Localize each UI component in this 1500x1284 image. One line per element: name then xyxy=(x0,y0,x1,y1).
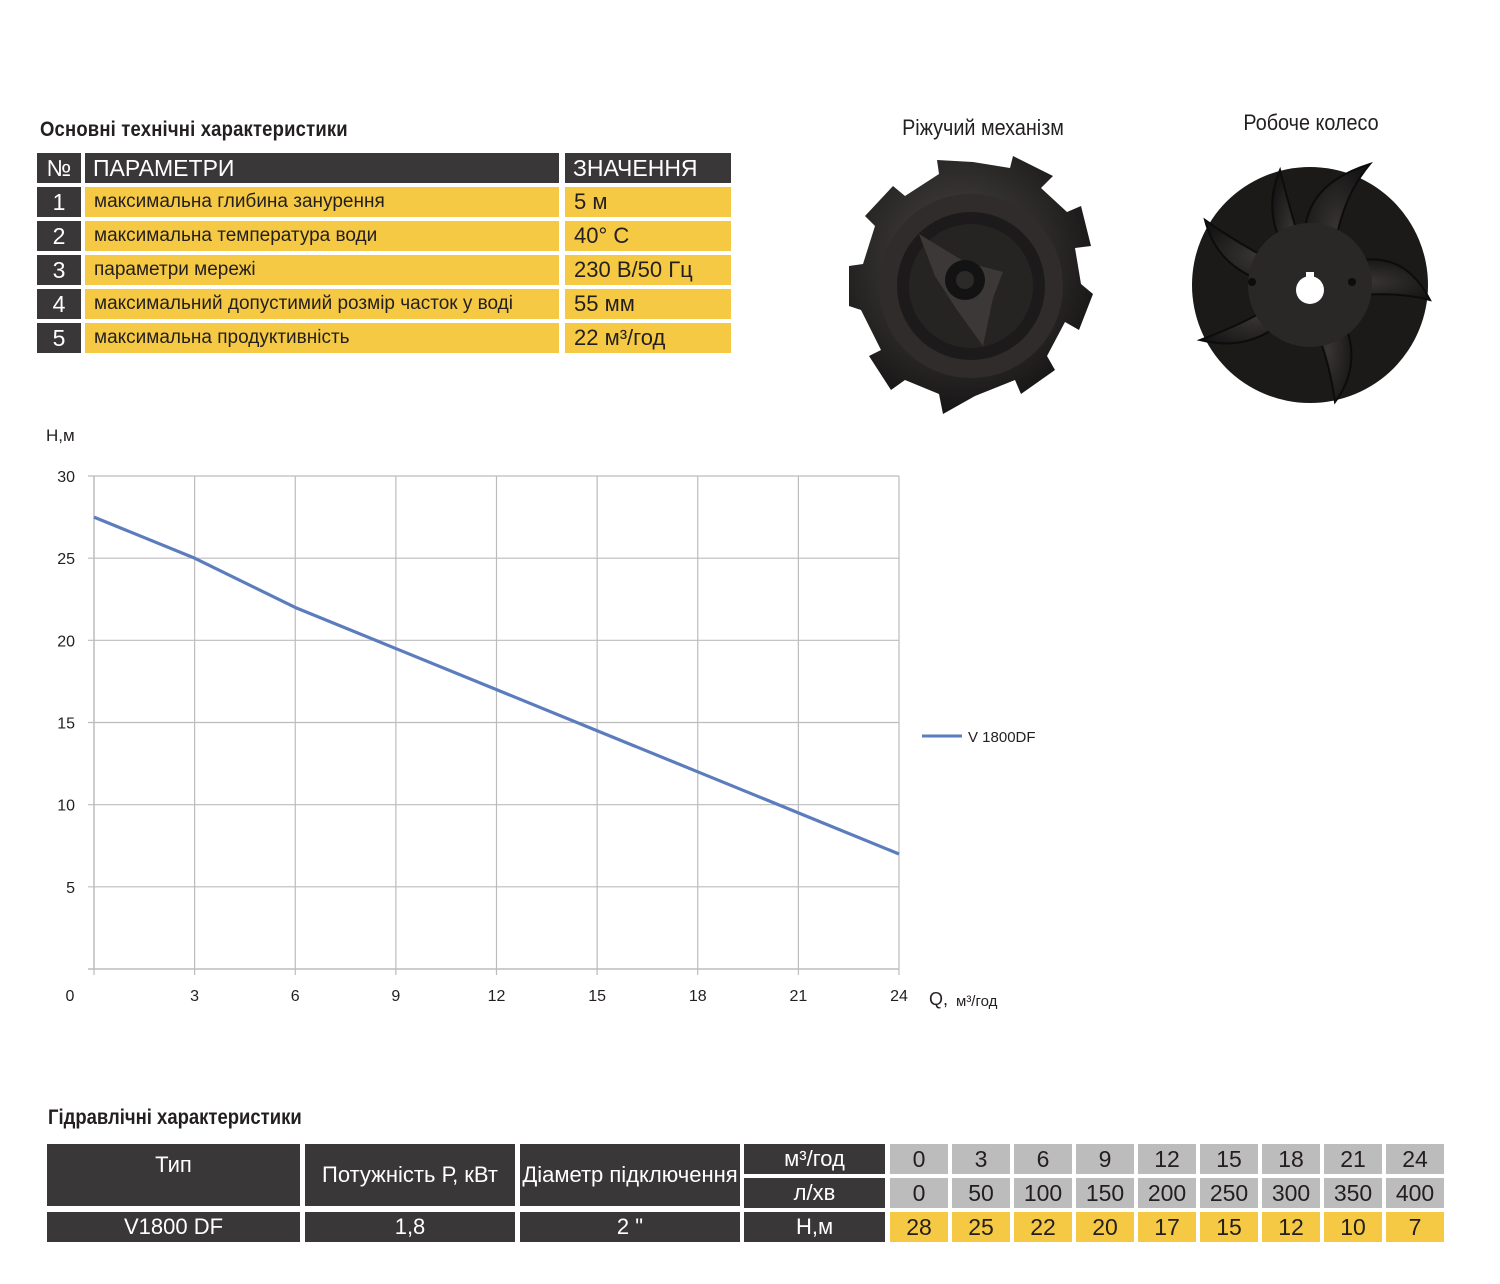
hyd-lmin-cell: 400 xyxy=(1386,1178,1444,1208)
y-tick-label: 25 xyxy=(57,551,75,568)
hyd-m3h-cell: 6 xyxy=(1014,1144,1072,1174)
x-tick-label: 12 xyxy=(488,988,506,1005)
hyd-m3h-cell: 0 xyxy=(890,1144,948,1174)
hyd-head-cell: 7 xyxy=(1386,1212,1444,1242)
spec-row-num: 1 xyxy=(37,187,81,217)
y-tick-label: 10 xyxy=(57,798,75,815)
cutter-mechanism-image xyxy=(849,156,1093,414)
hyd-lmin-cell: 300 xyxy=(1262,1178,1320,1208)
chart-axes xyxy=(88,476,899,975)
x-tick-label: 21 xyxy=(789,988,807,1005)
spec-header-num: № xyxy=(37,153,81,183)
hyd-m3h-cell: 12 xyxy=(1138,1144,1196,1174)
y-tick-label: 5 xyxy=(66,880,75,897)
hyd-row-power: 1,8 xyxy=(305,1212,515,1242)
x-tick-label: 9 xyxy=(391,988,400,1005)
chart-legend: V 1800DF xyxy=(922,729,1036,746)
pump-curve-chart: 5 10 15 20 25 30 3 6 9 12 15 18 21 24 Н,м 0 Q, м³/год… xyxy=(46,426,1036,1010)
legend-label: V 1800DF xyxy=(968,729,1036,746)
hyd-head-cell: 12 xyxy=(1262,1212,1320,1242)
hyd-m3h-cell: 24 xyxy=(1386,1144,1444,1174)
x-tick-label: 15 xyxy=(588,988,606,1005)
hyd-m3h-cell: 9 xyxy=(1076,1144,1134,1174)
spec-row-value: 55 мм xyxy=(565,289,731,319)
hyd-m3h-cell: 21 xyxy=(1324,1144,1382,1174)
hyd-head-cell: 22 xyxy=(1014,1212,1072,1242)
hyd-lmin-cell: 50 xyxy=(952,1178,1010,1208)
chart-origin-label: 0 xyxy=(66,988,75,1005)
spec-row-param: параметри мережі xyxy=(85,255,559,285)
spec-row-param: максимальна продуктивність xyxy=(85,323,559,353)
hyd-row-type: V1800 DF xyxy=(47,1212,300,1242)
x-tick-label: 3 xyxy=(190,988,199,1005)
spec-header-param: ПАРАМЕТРИ xyxy=(85,153,559,183)
spec-row-param: максимальна глибина занурення xyxy=(85,187,559,217)
spec-row-num: 4 xyxy=(37,289,81,319)
hyd-unit-m3h: м³/год xyxy=(744,1144,885,1174)
hyd-lmin-cell: 200 xyxy=(1138,1178,1196,1208)
hyd-lmin-cell: 250 xyxy=(1200,1178,1258,1208)
hyd-header-power: Потужність Р, кВт xyxy=(305,1144,515,1206)
spec-row-num: 5 xyxy=(37,323,81,353)
impeller-label: Робоче колесо xyxy=(1243,110,1379,135)
x-tick-label: 18 xyxy=(689,988,707,1005)
spec-row-num: 2 xyxy=(37,221,81,251)
cutter-label: Ріжучий механізм xyxy=(902,115,1064,140)
spec-title: Основні технічні характеристики xyxy=(40,118,348,141)
hyd-lmin-cell: 150 xyxy=(1076,1178,1134,1208)
y-tick-label: 15 xyxy=(57,716,75,733)
chart-ticks: 5 10 15 20 25 30 3 6 9 12 15 18 21 24 xyxy=(57,469,908,1005)
spec-row-num: 3 xyxy=(37,255,81,285)
chart-xlabel: Q, xyxy=(929,989,948,1009)
spec-row-param: максимальний допустимий розмір часток у … xyxy=(85,289,559,319)
hyd-unit-head: Н,м xyxy=(744,1212,885,1242)
x-tick-label: 6 xyxy=(291,988,300,1005)
hyd-head-cell: 15 xyxy=(1200,1212,1258,1242)
spec-row-value: 22 м³/год xyxy=(565,323,731,353)
chart-grid xyxy=(88,475,900,975)
hyd-lmin-cell: 100 xyxy=(1014,1178,1072,1208)
hyd-row-diameter: 2 " xyxy=(520,1212,740,1242)
spec-row-value: 230 В/50 Гц xyxy=(565,255,731,285)
hyd-head-cell: 28 xyxy=(890,1212,948,1242)
hyd-head-cell: 10 xyxy=(1324,1212,1382,1242)
hyd-m3h-cell: 18 xyxy=(1262,1144,1320,1174)
hyd-head-cell: 17 xyxy=(1138,1212,1196,1242)
hyd-header-diameter: Діаметр підключення xyxy=(520,1144,740,1206)
hyd-head-cell: 25 xyxy=(952,1212,1010,1242)
spec-row-value: 5 м xyxy=(565,187,731,217)
hyd-m3h-cell: 15 xyxy=(1200,1144,1258,1174)
hyd-lmin-cell: 350 xyxy=(1324,1178,1382,1208)
x-tick-label: 24 xyxy=(890,988,908,1005)
impeller-image xyxy=(1192,161,1432,405)
hyd-unit-lmin: л/хв xyxy=(744,1178,885,1208)
chart-ylabel: Н,м xyxy=(46,426,75,445)
y-tick-label: 30 xyxy=(57,469,75,486)
spec-header-value: ЗНАЧЕННЯ xyxy=(565,153,731,183)
chart-xlabel-unit: м³/год xyxy=(956,993,998,1010)
spec-row-param: максимальна температура води xyxy=(85,221,559,251)
y-tick-label: 20 xyxy=(57,633,75,650)
hyd-header-type: Тип xyxy=(47,1144,300,1206)
hydraulic-title: Гідравлічні характеристики xyxy=(48,1106,302,1129)
hyd-m3h-cell: 3 xyxy=(952,1144,1010,1174)
spec-row-value: 40° С xyxy=(565,221,731,251)
hyd-lmin-cell: 0 xyxy=(890,1178,948,1208)
hyd-head-cell: 20 xyxy=(1076,1212,1134,1242)
